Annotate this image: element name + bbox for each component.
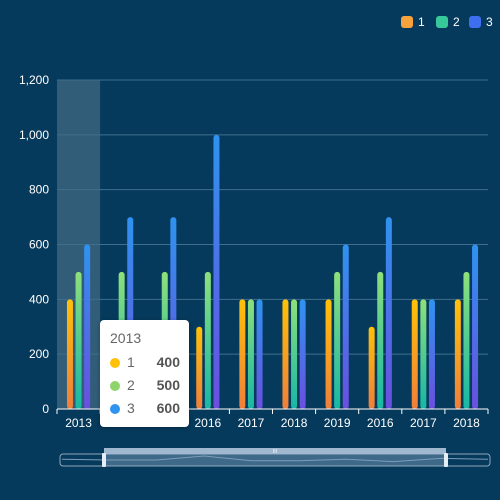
zoom-grip-label: III [273,449,277,455]
x-tick-label: 2017 [238,416,265,430]
y-axis-ticks: 0 200 400 600 800 1,000 1,200 [19,73,49,416]
bar [291,299,298,409]
x-tick-label: 2017 [410,416,437,430]
tooltip-series-name: 2 [127,377,135,393]
zoom-right-handle[interactable] [444,453,448,467]
bar [463,271,470,409]
bar [420,299,427,409]
bar [204,271,211,409]
tooltip-series-value: 400 [156,354,180,370]
y-tick-label: 200 [29,347,49,361]
tooltip-series-name: 3 [127,400,135,416]
tooltip-row: 2 500 [110,377,185,397]
x-tick-label: 2019 [324,416,351,430]
zoom-preview-line [61,455,489,463]
tooltip-series-value: 500 [156,377,180,393]
bar [239,299,246,409]
y-tick-label: 0 [42,402,49,416]
bar [368,326,375,409]
bar [247,299,254,409]
tooltip-row: 3 600 [110,400,185,420]
bar [256,299,263,409]
data-zoom-slider[interactable]: III [59,448,491,467]
bar [377,271,384,409]
tooltip-title: 2013 [110,330,142,346]
legend-swatch [436,16,448,28]
x-tick-label: 2013 [65,416,92,430]
series-1-dot [110,358,120,368]
x-tick-label: 2016 [367,416,394,430]
bar [75,271,82,409]
bar [334,271,341,409]
x-tick-label: 2018 [281,416,308,430]
zoom-move-bar [104,448,446,454]
zoom-left-handle[interactable] [102,453,106,467]
y-tick-label: 1,200 [19,73,49,87]
bar [282,299,289,409]
bar [472,244,479,409]
tooltip-series-name: 1 [127,354,135,370]
y-tick-label: 600 [29,238,49,252]
x-tick-label: 2016 [194,416,221,430]
bar [342,244,349,409]
bar [196,326,203,409]
y-tick-label: 800 [29,183,49,197]
legend-label: 2 [453,15,460,29]
bar [325,299,332,409]
legend: 1 2 3 [401,15,493,29]
x-tick-label: 2018 [453,416,480,430]
bar [411,299,418,409]
bar [385,217,392,409]
legend-label: 3 [486,15,493,29]
bar [66,299,73,409]
bars [66,134,479,410]
series-3-dot [110,404,120,414]
bar [299,299,306,409]
series-2-dot [110,381,120,391]
bar [428,299,435,409]
bar [454,299,461,409]
tooltip-series-value: 600 [156,400,180,416]
bar [84,244,91,409]
y-tick-label: 1,000 [19,128,49,142]
legend-swatch [469,16,481,28]
legend-swatch [401,16,413,28]
tooltip-row: 1 400 [110,354,185,374]
bar [213,134,220,410]
y-tick-label: 400 [29,292,49,306]
legend-label: 1 [418,15,425,29]
tooltip: 2013 1 400 2 500 3 600 [100,320,189,427]
